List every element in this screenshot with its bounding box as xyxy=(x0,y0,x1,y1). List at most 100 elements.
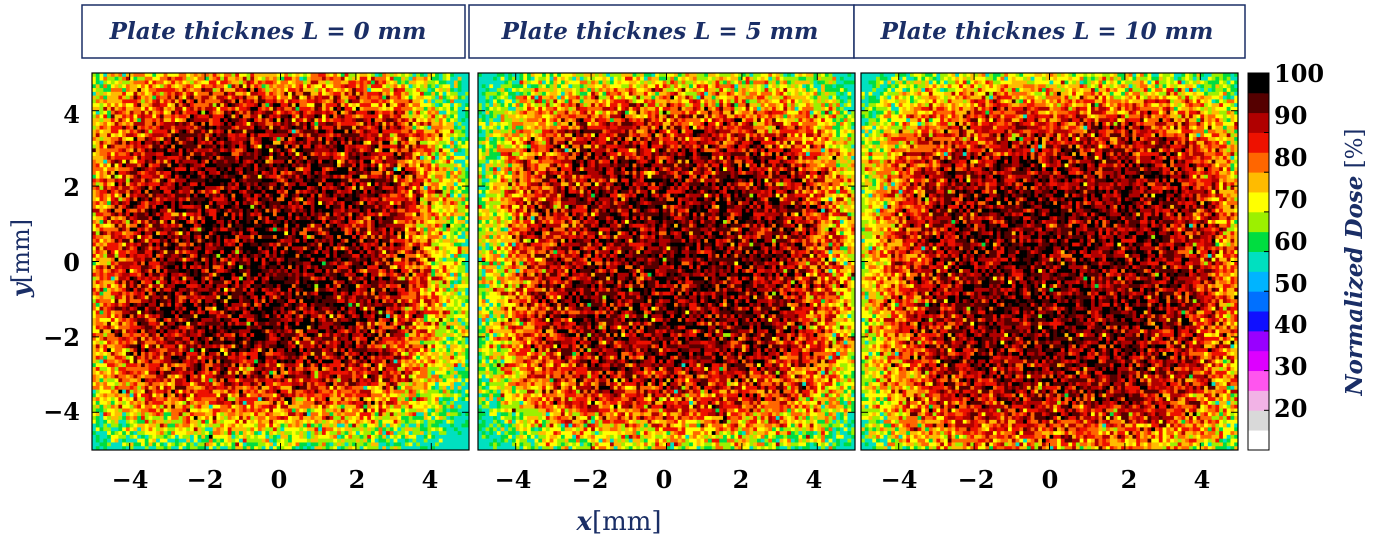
heatmap-cell xyxy=(96,186,100,190)
heatmap-cell xyxy=(348,182,352,186)
heatmap-cell xyxy=(424,99,428,103)
heatmap-cell xyxy=(375,148,379,152)
heatmap-cell xyxy=(322,81,326,85)
heatmap-cell xyxy=(201,171,205,175)
heatmap-cell xyxy=(137,156,141,160)
heatmap-cell xyxy=(122,167,126,171)
heatmap-cell xyxy=(130,130,134,134)
heatmap-cell xyxy=(296,111,300,115)
heatmap-cell xyxy=(375,141,379,145)
heatmap-cell xyxy=(118,190,122,194)
heatmap-cell xyxy=(288,175,292,179)
heatmap-cell xyxy=(386,137,390,141)
heatmap-cell xyxy=(213,126,217,130)
heatmap-cell xyxy=(118,141,122,145)
heatmap-cell xyxy=(171,145,175,149)
heatmap-cell xyxy=(137,118,141,122)
heatmap-cell xyxy=(386,152,390,156)
heatmap-cell xyxy=(277,145,281,149)
heatmap-cell xyxy=(209,156,213,160)
heatmap-cell xyxy=(443,152,447,156)
heatmap-cell xyxy=(269,118,273,122)
heatmap-cell xyxy=(439,179,443,183)
heatmap-cell xyxy=(171,130,175,134)
heatmap-cell xyxy=(216,99,220,103)
heatmap-cell xyxy=(281,114,285,118)
heatmap-cell xyxy=(375,81,379,85)
heatmap-cell xyxy=(130,186,134,190)
heatmap-cell xyxy=(92,73,96,77)
heatmap-cell xyxy=(360,167,364,171)
heatmap-cell xyxy=(167,171,171,175)
heatmap-cell xyxy=(152,111,156,115)
heatmap-cell xyxy=(299,92,303,96)
heatmap-cell xyxy=(137,126,141,130)
heatmap-cell xyxy=(337,186,341,190)
heatmap-cell xyxy=(303,84,307,88)
heatmap-cell xyxy=(341,152,345,156)
heatmap-cell xyxy=(348,73,352,77)
heatmap-cell xyxy=(262,77,266,81)
heatmap-cell xyxy=(152,114,156,118)
heatmap-cell xyxy=(254,126,258,130)
heatmap-cell xyxy=(96,190,100,194)
heatmap-cell xyxy=(243,118,247,122)
heatmap-cell xyxy=(247,171,251,175)
heatmap-cell xyxy=(296,148,300,152)
heatmap-cell xyxy=(175,167,179,171)
heatmap-cell xyxy=(454,114,458,118)
heatmap-cell xyxy=(333,175,337,179)
heatmap-cell xyxy=(164,77,168,81)
heatmap-cell xyxy=(179,122,183,126)
heatmap-cell xyxy=(352,171,356,175)
heatmap-cell xyxy=(250,99,254,103)
heatmap-cell xyxy=(458,84,462,88)
heatmap-cell xyxy=(220,156,224,160)
heatmap-cell xyxy=(258,175,262,179)
heatmap-cell xyxy=(277,114,281,118)
heatmap-cell xyxy=(450,141,454,145)
heatmap-cell xyxy=(450,182,454,186)
heatmap-cell xyxy=(420,167,424,171)
heatmap-cell xyxy=(269,171,273,175)
heatmap-cell xyxy=(118,111,122,115)
heatmap-cell xyxy=(201,114,205,118)
heatmap-cell xyxy=(337,126,341,130)
heatmap-cell xyxy=(311,179,315,183)
heatmap-cell xyxy=(307,163,311,167)
heatmap-cell xyxy=(198,107,202,111)
heatmap-cell xyxy=(431,73,435,77)
heatmap-cell xyxy=(333,92,337,96)
heatmap-cell xyxy=(243,96,247,100)
heatmap-cell xyxy=(156,190,160,194)
heatmap-cell xyxy=(186,186,190,190)
heatmap-cell xyxy=(231,190,235,194)
heatmap-cell xyxy=(258,77,262,81)
heatmap-cell xyxy=(160,160,164,164)
heatmap-cell xyxy=(250,84,254,88)
heatmap-cell xyxy=(363,175,367,179)
heatmap-cell xyxy=(371,77,375,81)
heatmap-cell xyxy=(307,160,311,164)
heatmap-cell xyxy=(243,73,247,77)
heatmap-cell xyxy=(171,186,175,190)
heatmap-cell xyxy=(454,73,458,77)
heatmap-cell xyxy=(443,130,447,134)
heatmap-cell xyxy=(345,186,349,190)
heatmap-cell xyxy=(371,88,375,92)
heatmap-cell xyxy=(213,107,217,111)
heatmap-cell xyxy=(103,99,107,103)
heatmap-cell xyxy=(115,167,119,171)
heatmap-cell xyxy=(111,111,115,115)
heatmap-cell xyxy=(443,160,447,164)
heatmap-cell xyxy=(149,171,153,175)
heatmap-cell xyxy=(281,96,285,100)
heatmap-cell xyxy=(345,96,349,100)
heatmap-cell xyxy=(322,92,326,96)
heatmap-cell xyxy=(269,167,273,171)
heatmap-cell xyxy=(296,160,300,164)
heatmap-cell xyxy=(243,156,247,160)
heatmap-cell xyxy=(130,141,134,145)
heatmap-cell xyxy=(171,99,175,103)
heatmap-cell xyxy=(269,179,273,183)
